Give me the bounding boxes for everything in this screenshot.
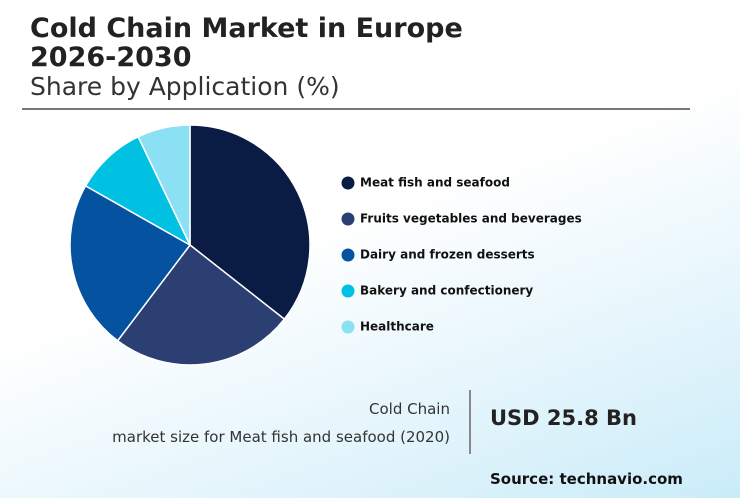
annotation-value: USD 25.8 Bn: [490, 406, 637, 430]
legend-marker: [341, 212, 355, 226]
source: Source: technavio.com: [490, 470, 683, 488]
chart-subtitle: Share by Application (%): [30, 72, 340, 101]
legend-marker: [341, 248, 355, 262]
pie-slice: [189, 124, 311, 321]
legend-marker: [341, 320, 355, 334]
divider: [469, 390, 471, 454]
annotation-label: market size for Meat fish and seafood (2…: [112, 428, 450, 446]
legend-marker: [341, 176, 355, 190]
divider: [22, 108, 690, 110]
legend-marker: [341, 284, 355, 298]
legend-label: Bakery and confectionery: [360, 284, 533, 298]
pie-slice: [84, 135, 192, 247]
chart-title: Cold Chain Market in Europe 2026-2030: [30, 13, 463, 73]
pie-slice: [69, 184, 192, 342]
legend-label: Fruits vegetables and beverages: [360, 212, 582, 226]
legend-label: Healthcare: [360, 320, 434, 334]
annotation-label: Cold Chain: [369, 400, 450, 418]
pie-slice: [116, 243, 286, 366]
pie-slice: [137, 124, 191, 246]
legend-label: Meat fish and seafood: [360, 176, 510, 190]
legend-label: Dairy and frozen desserts: [360, 248, 535, 262]
